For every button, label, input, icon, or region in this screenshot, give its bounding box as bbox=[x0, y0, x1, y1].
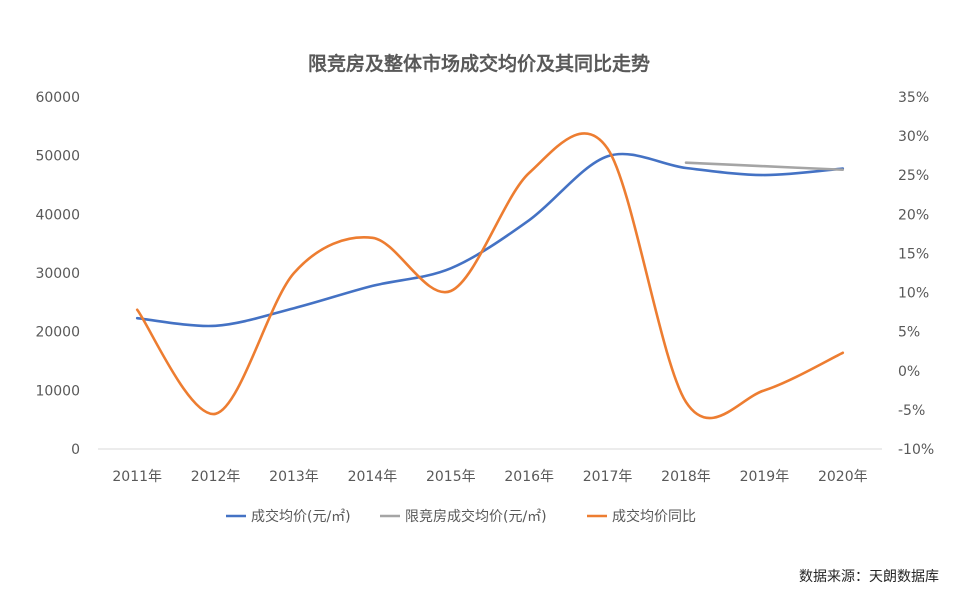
y-left-tick-label: 20000 bbox=[35, 325, 80, 341]
y-right-tick-label: 25% bbox=[898, 168, 929, 184]
y-left-tick-label: 0 bbox=[71, 442, 80, 458]
x-tick-label: 2017年 bbox=[583, 469, 633, 485]
x-tick-label: 2014年 bbox=[348, 469, 398, 485]
x-tick-label: 2011年 bbox=[112, 469, 162, 485]
legend-label-1: 限竞房成交均价(元/㎡) bbox=[405, 508, 547, 525]
y-left-tick-label: 10000 bbox=[35, 383, 80, 399]
series-layer bbox=[135, 132, 845, 420]
y-right-tick-label: 15% bbox=[898, 246, 929, 262]
y-right-tick-label: 20% bbox=[898, 207, 929, 223]
x-tick-label: 2013年 bbox=[269, 469, 319, 485]
axis-layer: 0 10000 20000 30000 40000 50000 60000 -10% -5% 0%… bbox=[35, 90, 934, 485]
y-left-tick-label: 40000 bbox=[35, 207, 80, 223]
y-right-tick-label: -10% bbox=[898, 442, 934, 458]
y-left-tick-label: 60000 bbox=[35, 90, 80, 106]
y-left-tick-label: 50000 bbox=[35, 149, 80, 165]
x-tick-label: 2016年 bbox=[504, 469, 554, 485]
y-left-tick-label: 30000 bbox=[35, 266, 80, 282]
series-line-0 bbox=[135, 152, 845, 328]
y-right-tick-label: 35% bbox=[898, 90, 929, 106]
chart-title: 限竞房及整体市场成交均价及其同比走势 bbox=[308, 52, 650, 75]
x-tick-label: 2019年 bbox=[740, 469, 790, 485]
series-line-2 bbox=[135, 132, 845, 420]
source-note: 数据来源：天朗数据库 bbox=[799, 569, 939, 585]
y-right-tick-label: 30% bbox=[898, 129, 929, 145]
legend-label-0: 成交均价(元/㎡) bbox=[251, 508, 351, 525]
y-right-tick-label: -5% bbox=[898, 403, 925, 419]
x-tick-label: 2020年 bbox=[818, 469, 868, 485]
x-tick-label: 2018年 bbox=[661, 469, 711, 485]
legend: 成交均价(元/㎡) 限竞房成交均价(元/㎡) 成交均价同比 bbox=[226, 508, 696, 525]
x-tick-label: 2015年 bbox=[426, 469, 476, 485]
x-tick-label: 2012年 bbox=[191, 469, 241, 485]
y-right-tick-label: 0% bbox=[898, 364, 920, 380]
y-right-tick-label: 10% bbox=[898, 286, 929, 302]
legend-label-2: 成交均价同比 bbox=[612, 508, 696, 525]
series-line-1 bbox=[684, 161, 845, 172]
y-right-tick-label: 5% bbox=[898, 325, 920, 341]
